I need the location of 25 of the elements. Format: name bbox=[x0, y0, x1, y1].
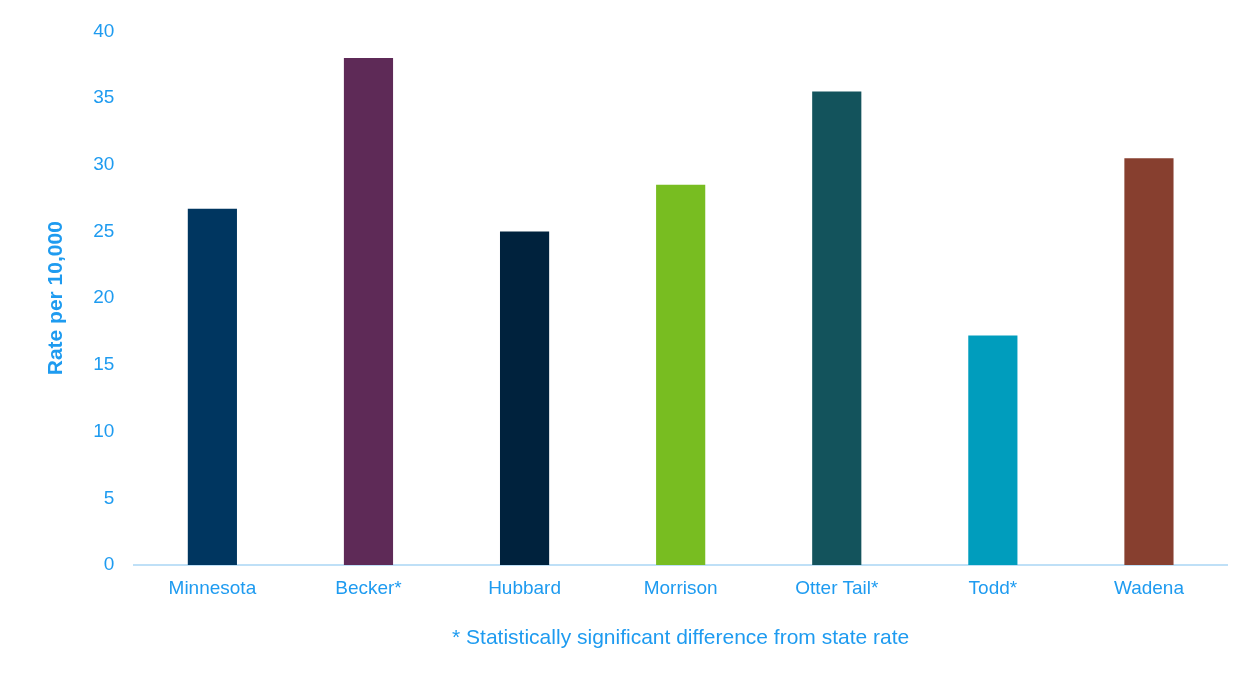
bar bbox=[343, 58, 394, 565]
x-tick-label: Becker* bbox=[335, 576, 403, 598]
y-axis-title: Rate per 10,000 bbox=[43, 221, 67, 376]
x-tick-label: Morrison bbox=[643, 576, 718, 598]
x-tick-label: Todd* bbox=[968, 576, 1018, 598]
bar bbox=[812, 91, 862, 565]
y-tick-label: 15 bbox=[93, 353, 115, 375]
x-tick-label: Minnesota bbox=[168, 576, 257, 598]
bar bbox=[1124, 158, 1174, 565]
bar bbox=[656, 184, 706, 565]
x-tick-label: Wadena bbox=[1113, 576, 1185, 598]
y-tick-label: 25 bbox=[93, 219, 115, 241]
bar bbox=[968, 335, 1018, 565]
x-tick-label: Hubbard bbox=[488, 576, 562, 598]
y-tick-label: 40 bbox=[93, 19, 115, 41]
x-axis-title: * Statistically significant difference from state rate bbox=[452, 625, 910, 649]
y-tick-label: 35 bbox=[93, 86, 115, 108]
y-tick-label: 5 bbox=[103, 486, 115, 508]
y-tick-label: 10 bbox=[93, 419, 115, 441]
y-tick-label: 20 bbox=[93, 286, 115, 308]
y-tick-label: 0 bbox=[103, 553, 115, 575]
y-tick-label: 30 bbox=[93, 153, 115, 175]
x-tick-label: Otter Tail* bbox=[795, 576, 879, 598]
bar bbox=[499, 231, 550, 565]
bar bbox=[187, 208, 237, 565]
